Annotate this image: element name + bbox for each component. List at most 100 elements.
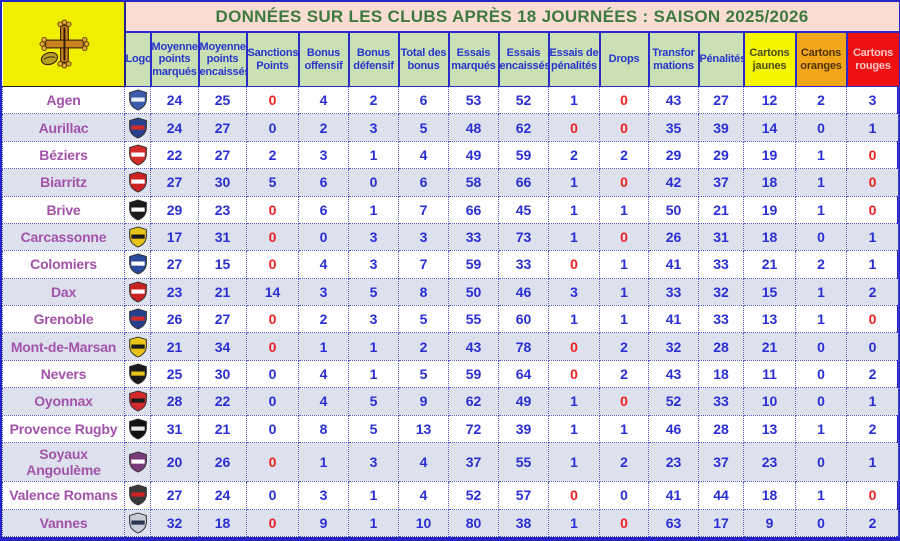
stat-transformations: 43 bbox=[648, 85, 699, 115]
stat-cartons_jaunes: 13 bbox=[743, 304, 796, 334]
stat-moy_encaisses: 30 bbox=[198, 359, 247, 389]
stat-essais_penalites: 1 bbox=[548, 414, 600, 443]
team-name: Brive bbox=[2, 195, 125, 224]
stat-cartons_jaunes: 10 bbox=[743, 387, 796, 416]
stat-sanctions: 0 bbox=[246, 85, 299, 115]
stat-essais_marques: 48 bbox=[448, 113, 499, 142]
stat-moy_marques: 17 bbox=[150, 222, 199, 252]
vannes-crest bbox=[128, 512, 147, 534]
col-header-moy_marques: Moyenne points marqués bbox=[149, 32, 199, 87]
stat-bonus_off: 3 bbox=[298, 277, 349, 307]
stat-cartons_rouges: 3 bbox=[845, 85, 900, 115]
stat-moy_encaisses: 15 bbox=[198, 250, 247, 279]
stat-essais_penalites: 1 bbox=[548, 387, 600, 416]
stat-transformations: 32 bbox=[648, 332, 699, 361]
stat-moy_marques: 24 bbox=[150, 85, 199, 115]
stat-bonus_def: 3 bbox=[348, 304, 399, 334]
stat-bonus_def: 0 bbox=[348, 168, 399, 197]
stat-essais_encaisses: 64 bbox=[498, 359, 549, 389]
stat-sanctions: 0 bbox=[246, 250, 299, 279]
stat-cartons_oranges: 1 bbox=[795, 481, 847, 510]
stat-bonus_off: 9 bbox=[298, 508, 349, 538]
stat-cartons_jaunes: 21 bbox=[743, 250, 796, 279]
stat-bonus_def: 1 bbox=[348, 481, 399, 510]
stat-essais_encaisses: 60 bbox=[498, 304, 549, 334]
stat-penalites: 28 bbox=[698, 332, 744, 361]
col-header-cartons_jaunes: Cartons jaunes bbox=[742, 32, 796, 87]
stat-cartons_rouges: 2 bbox=[845, 359, 900, 389]
stat-moy_encaisses: 25 bbox=[198, 85, 247, 115]
stat-drops: 1 bbox=[599, 250, 649, 279]
stat-essais_penalites: 0 bbox=[548, 359, 600, 389]
team-name: Agen bbox=[2, 85, 125, 115]
stat-cartons_oranges: 0 bbox=[795, 222, 847, 252]
stat-essais_penalites: 1 bbox=[548, 85, 600, 115]
stat-total_bonus: 5 bbox=[398, 359, 449, 389]
stat-essais_penalites: 3 bbox=[548, 277, 600, 307]
stat-total_bonus: 5 bbox=[398, 113, 449, 142]
stat-bonus_off: 4 bbox=[298, 359, 349, 389]
stat-drops: 2 bbox=[599, 441, 649, 483]
col-header-bonus_off: Bonus offensif bbox=[297, 32, 349, 87]
stat-sanctions: 5 bbox=[246, 168, 299, 197]
stat-essais_encaisses: 73 bbox=[498, 222, 549, 252]
stat-drops: 1 bbox=[599, 195, 649, 224]
stat-sanctions: 0 bbox=[246, 481, 299, 510]
stat-moy_marques: 27 bbox=[150, 168, 199, 197]
stat-sanctions: 2 bbox=[246, 140, 299, 170]
col-header-total_bonus: Total des bonus bbox=[397, 32, 449, 87]
stat-essais_penalites: 0 bbox=[548, 481, 600, 510]
stat-essais_marques: 50 bbox=[448, 277, 499, 307]
stat-penalites: 33 bbox=[698, 250, 744, 279]
stat-essais_marques: 80 bbox=[448, 508, 499, 538]
stat-sanctions: 0 bbox=[246, 304, 299, 334]
stat-moy_marques: 32 bbox=[150, 508, 199, 538]
mont-de-marsan-crest bbox=[128, 336, 147, 358]
stat-cartons_oranges: 0 bbox=[795, 359, 847, 389]
stat-drops: 1 bbox=[599, 277, 649, 307]
stat-total_bonus: 13 bbox=[398, 414, 449, 443]
club-crest-cell bbox=[124, 113, 151, 142]
col-header-drops: Drops bbox=[598, 32, 649, 87]
stat-bonus_off: 4 bbox=[298, 387, 349, 416]
stat-transformations: 46 bbox=[648, 414, 699, 443]
stat-cartons_rouges: 2 bbox=[845, 277, 900, 307]
stat-cartons_rouges: 0 bbox=[845, 304, 900, 334]
team-name: Carcassonne bbox=[2, 222, 125, 252]
club-crest-cell bbox=[124, 277, 151, 307]
club-crest-cell bbox=[124, 359, 151, 389]
stat-essais_encaisses: 49 bbox=[498, 387, 549, 416]
club-crest-cell bbox=[124, 508, 151, 538]
stat-moy_encaisses: 27 bbox=[198, 304, 247, 334]
club-crest-cell bbox=[124, 304, 151, 334]
stat-essais_encaisses: 33 bbox=[498, 250, 549, 279]
stat-bonus_def: 3 bbox=[348, 113, 399, 142]
stat-cartons_oranges: 0 bbox=[795, 113, 847, 142]
table-row: Vannes 32 18 0 9 1 10 80 38 1 0 63 17 9 0 2 bbox=[2, 508, 900, 538]
stat-essais_encaisses: 55 bbox=[498, 441, 549, 483]
stat-bonus_def: 5 bbox=[348, 277, 399, 307]
grenoble-crest bbox=[128, 308, 147, 330]
stat-essais_penalites: 0 bbox=[548, 113, 600, 142]
stat-transformations: 41 bbox=[648, 304, 699, 334]
stat-cartons_jaunes: 18 bbox=[743, 168, 796, 197]
stat-cartons_jaunes: 11 bbox=[743, 359, 796, 389]
stat-sanctions: 0 bbox=[246, 222, 299, 252]
table-row: Valence Romans 27 24 0 3 1 4 52 57 0 0 41 44 18 1 0 bbox=[2, 481, 900, 510]
team-name: Dax bbox=[2, 277, 125, 307]
table-row: Carcassonne 17 31 0 0 3 3 33 73 1 0 26 31 18 0 1 bbox=[2, 222, 900, 252]
stat-sanctions: 0 bbox=[246, 441, 299, 483]
stat-drops: 0 bbox=[599, 481, 649, 510]
club-crest-cell bbox=[124, 222, 151, 252]
stat-drops: 0 bbox=[599, 508, 649, 538]
stat-bonus_off: 4 bbox=[298, 85, 349, 115]
stat-total_bonus: 9 bbox=[398, 387, 449, 416]
stat-sanctions: 0 bbox=[246, 332, 299, 361]
stat-drops: 1 bbox=[599, 414, 649, 443]
stat-bonus_off: 3 bbox=[298, 481, 349, 510]
stat-essais_encaisses: 52 bbox=[498, 85, 549, 115]
stat-essais_encaisses: 66 bbox=[498, 168, 549, 197]
table-row: Brive 29 23 0 6 1 7 66 45 1 1 50 21 19 1 0 bbox=[2, 195, 900, 224]
stat-cartons_jaunes: 15 bbox=[743, 277, 796, 307]
stat-essais_marques: 59 bbox=[448, 250, 499, 279]
